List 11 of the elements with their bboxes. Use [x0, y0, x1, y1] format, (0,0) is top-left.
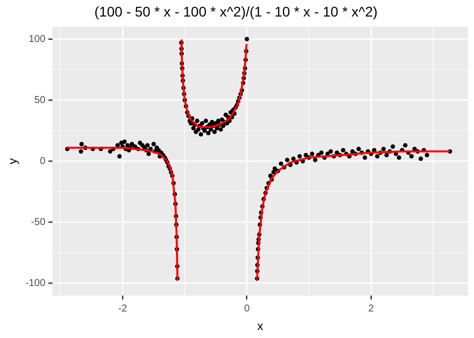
chart-title: (100 - 50 * x - 100 * x^2)/(1 - 10 * x - 10 * x^2) [94, 3, 378, 20]
y-axis-title: y [6, 158, 20, 164]
y-tick-label: 50 [34, 94, 46, 106]
y-tick-label: 0 [40, 156, 46, 167]
y-tick-label: -100 [25, 278, 46, 290]
x-axis-title: x [257, 319, 264, 334]
x-tick-label: -2 [118, 303, 128, 314]
y-tick-label: -50 [30, 217, 46, 228]
y-tick-label: 100 [28, 34, 46, 45]
x-tick-label: 2 [368, 303, 374, 314]
x-tick-label: 0 [244, 303, 250, 314]
